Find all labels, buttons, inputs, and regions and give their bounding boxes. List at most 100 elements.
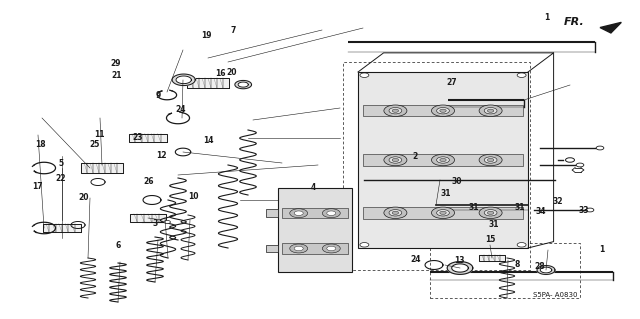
Circle shape <box>389 157 402 163</box>
Text: 11: 11 <box>94 130 104 139</box>
Circle shape <box>384 207 407 219</box>
Circle shape <box>294 246 303 251</box>
Text: 6: 6 <box>116 241 121 250</box>
Circle shape <box>360 242 369 247</box>
Circle shape <box>436 157 449 163</box>
Text: 8: 8 <box>515 260 520 269</box>
Text: 32: 32 <box>553 197 563 206</box>
Bar <box>430 243 580 298</box>
Text: 20: 20 <box>78 193 88 202</box>
Circle shape <box>384 105 407 116</box>
Circle shape <box>164 220 170 224</box>
Text: 5: 5 <box>59 159 64 168</box>
Polygon shape <box>43 224 81 233</box>
Text: 33: 33 <box>579 206 589 215</box>
Polygon shape <box>238 82 248 87</box>
Polygon shape <box>81 163 123 173</box>
Polygon shape <box>600 22 621 33</box>
Circle shape <box>323 209 340 218</box>
Circle shape <box>596 146 604 150</box>
Circle shape <box>389 210 402 216</box>
Circle shape <box>488 109 494 112</box>
Text: 31: 31 <box>515 204 525 212</box>
Text: 13: 13 <box>454 256 465 265</box>
Text: S5PA- A0830: S5PA- A0830 <box>532 292 577 298</box>
Circle shape <box>290 209 308 218</box>
Text: 29: 29 <box>110 59 120 68</box>
Polygon shape <box>235 80 252 89</box>
Text: 15: 15 <box>485 235 495 244</box>
Bar <box>282 208 348 218</box>
Circle shape <box>440 109 446 112</box>
Text: 1: 1 <box>545 13 550 22</box>
Text: 31: 31 <box>440 189 451 198</box>
Circle shape <box>290 244 308 253</box>
Polygon shape <box>129 134 167 143</box>
Circle shape <box>517 242 526 247</box>
Bar <box>358 72 528 248</box>
Polygon shape <box>540 267 552 273</box>
Bar <box>266 245 278 252</box>
Bar <box>266 209 278 217</box>
Circle shape <box>479 207 502 219</box>
Polygon shape <box>187 78 229 88</box>
Text: 34: 34 <box>536 207 546 216</box>
Circle shape <box>431 105 454 116</box>
Circle shape <box>586 208 594 212</box>
Polygon shape <box>452 264 468 272</box>
Bar <box>278 188 352 272</box>
Text: 1: 1 <box>599 245 604 254</box>
Circle shape <box>479 154 502 166</box>
Text: 9: 9 <box>156 91 161 100</box>
Circle shape <box>327 211 336 215</box>
Text: 28: 28 <box>534 262 545 271</box>
Circle shape <box>436 108 449 114</box>
Text: FR.: FR. <box>564 17 584 27</box>
Circle shape <box>384 154 407 166</box>
Circle shape <box>323 244 340 253</box>
Polygon shape <box>176 76 191 84</box>
Text: 23: 23 <box>132 133 143 142</box>
Polygon shape <box>131 214 166 222</box>
Text: 20: 20 <box>227 68 237 77</box>
Text: 25: 25 <box>90 140 100 149</box>
Text: 7: 7 <box>231 26 236 35</box>
Polygon shape <box>172 74 195 85</box>
Circle shape <box>576 163 584 167</box>
Text: 10: 10 <box>188 192 198 201</box>
Text: 16: 16 <box>216 69 226 78</box>
Text: 17: 17 <box>32 182 42 191</box>
Circle shape <box>484 210 497 216</box>
Text: 19: 19 <box>201 31 211 40</box>
Circle shape <box>517 73 526 78</box>
Text: 30: 30 <box>451 177 461 186</box>
Circle shape <box>431 154 454 166</box>
Polygon shape <box>537 265 555 274</box>
Circle shape <box>389 108 402 114</box>
Text: 26: 26 <box>143 177 154 186</box>
Bar <box>363 207 523 219</box>
Text: 31: 31 <box>468 204 479 212</box>
Circle shape <box>566 158 575 162</box>
Circle shape <box>484 108 497 114</box>
Text: 22: 22 <box>56 174 66 183</box>
Circle shape <box>294 211 303 215</box>
Bar <box>363 105 523 116</box>
Circle shape <box>488 159 494 162</box>
Text: 24: 24 <box>175 105 186 114</box>
Circle shape <box>392 159 399 162</box>
Text: 21: 21 <box>112 71 122 80</box>
Polygon shape <box>479 255 505 261</box>
Text: 3: 3 <box>152 219 157 228</box>
Bar <box>363 154 523 166</box>
Circle shape <box>440 211 446 214</box>
Text: 24: 24 <box>411 255 421 263</box>
Bar <box>343 62 530 270</box>
Text: 27: 27 <box>446 78 456 87</box>
Circle shape <box>440 159 446 162</box>
Circle shape <box>360 73 369 78</box>
Text: 12: 12 <box>156 151 166 160</box>
Polygon shape <box>447 262 473 274</box>
Text: 18: 18 <box>35 140 45 149</box>
Circle shape <box>392 109 399 112</box>
